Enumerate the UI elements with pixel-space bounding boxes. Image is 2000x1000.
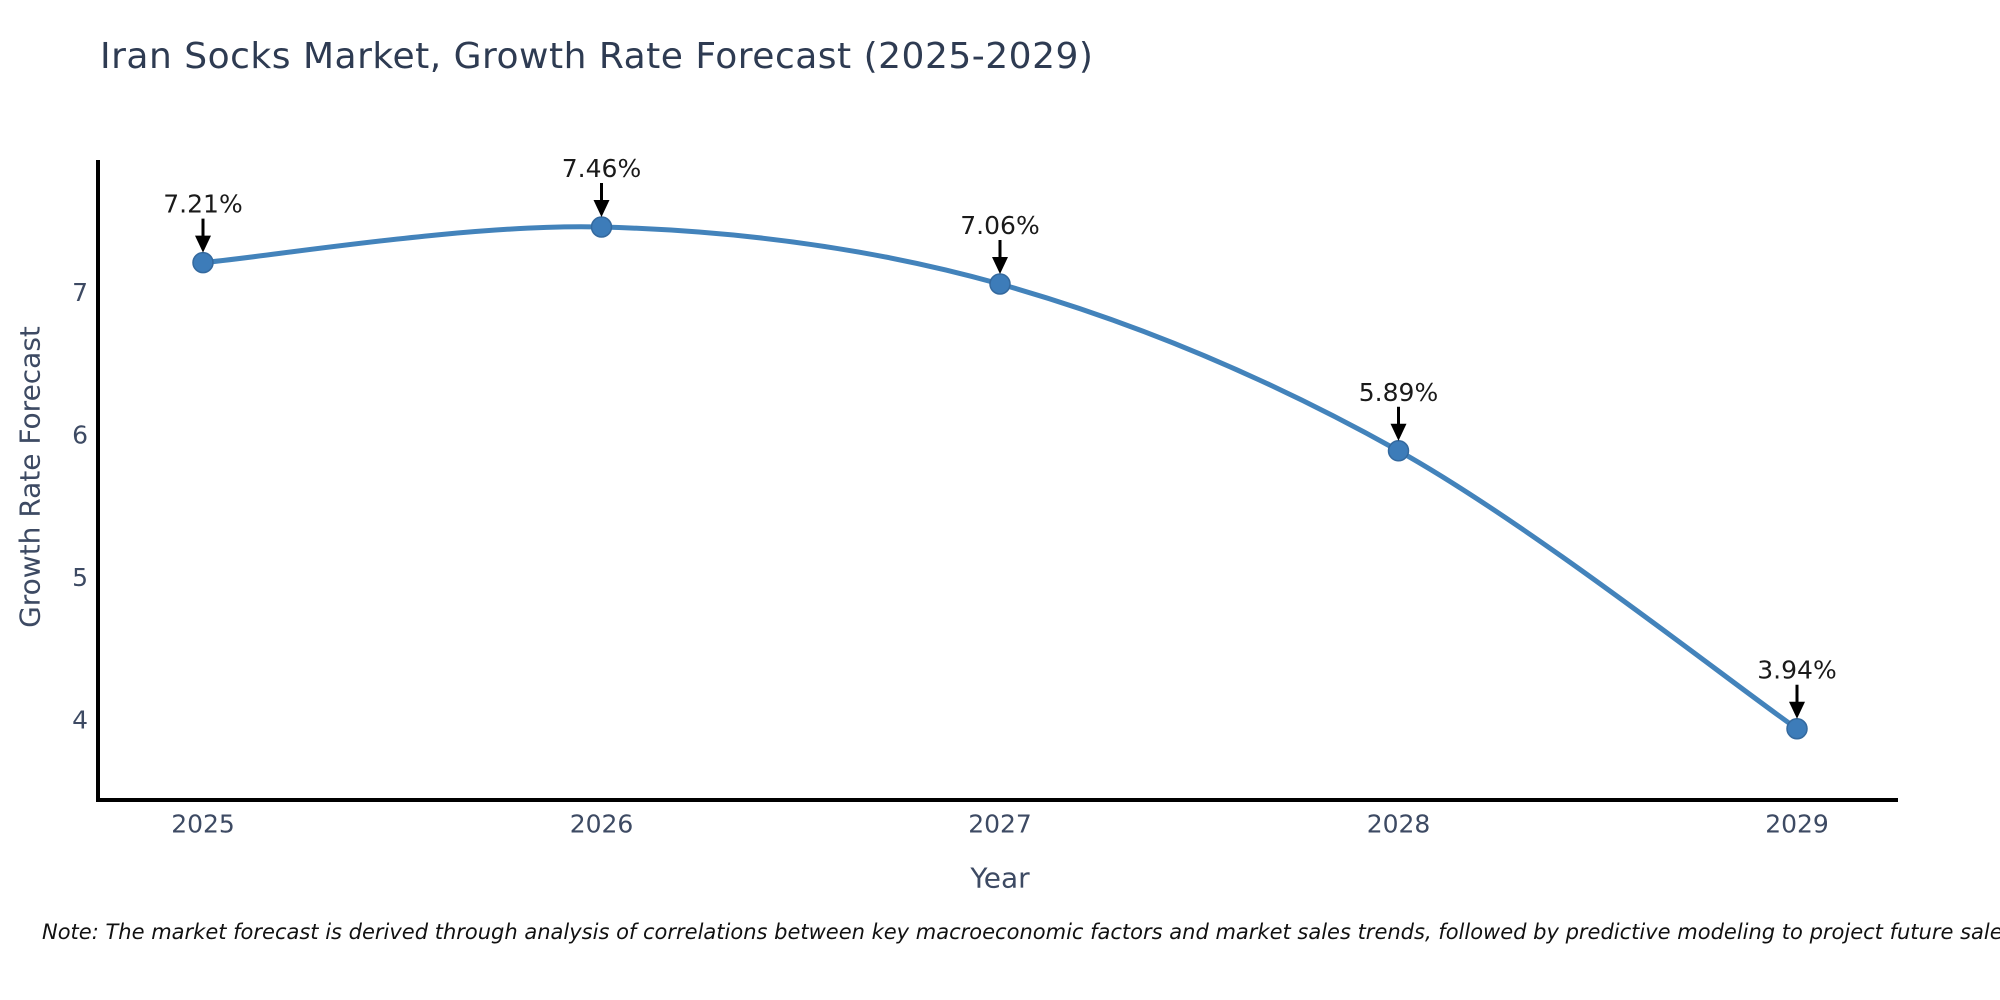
annotation-label: 7.46%: [562, 154, 641, 183]
annotation-arrowhead: [992, 257, 1008, 275]
data-point-marker: [1786, 717, 1808, 740]
data-point-marker: [192, 251, 214, 274]
data-point-marker: [1387, 440, 1410, 462]
annotation-label: 5.89%: [1359, 378, 1438, 407]
x-axis-tick-label: 2028: [1367, 809, 1431, 838]
series-line: [200, 224, 1800, 732]
x-axis-tick-label: 2025: [171, 809, 235, 838]
figure-note: Note: The market forecast is derived thr…: [42, 920, 2000, 944]
y-axis-tick-label: 7: [72, 278, 88, 307]
y-axis-tick-label: 4: [72, 706, 88, 735]
y-axis-tick-label: 6: [72, 421, 88, 450]
annotation-label: 7.21%: [163, 190, 242, 219]
annotation-label: 7.06%: [960, 211, 1039, 240]
data-point-marker: [989, 273, 1011, 295]
annotation-arrowhead: [593, 199, 610, 217]
x-axis-tick-label: 2029: [1765, 809, 1829, 838]
annotation-label: 3.94%: [1757, 656, 1836, 685]
data-point-marker: [590, 216, 613, 238]
x-axis-label: Year: [970, 861, 1030, 895]
x-axis-tick-label: 2027: [968, 809, 1032, 838]
y-axis-tick-label: 5: [72, 563, 88, 592]
annotation-arrowhead: [1789, 701, 1805, 719]
annotation-arrowhead: [1390, 423, 1407, 441]
chart-title: Iran Socks Market, Growth Rate Forecast …: [100, 36, 1094, 77]
annotation-arrowhead: [195, 235, 211, 253]
x-axis-tick-label: 2026: [570, 809, 634, 838]
